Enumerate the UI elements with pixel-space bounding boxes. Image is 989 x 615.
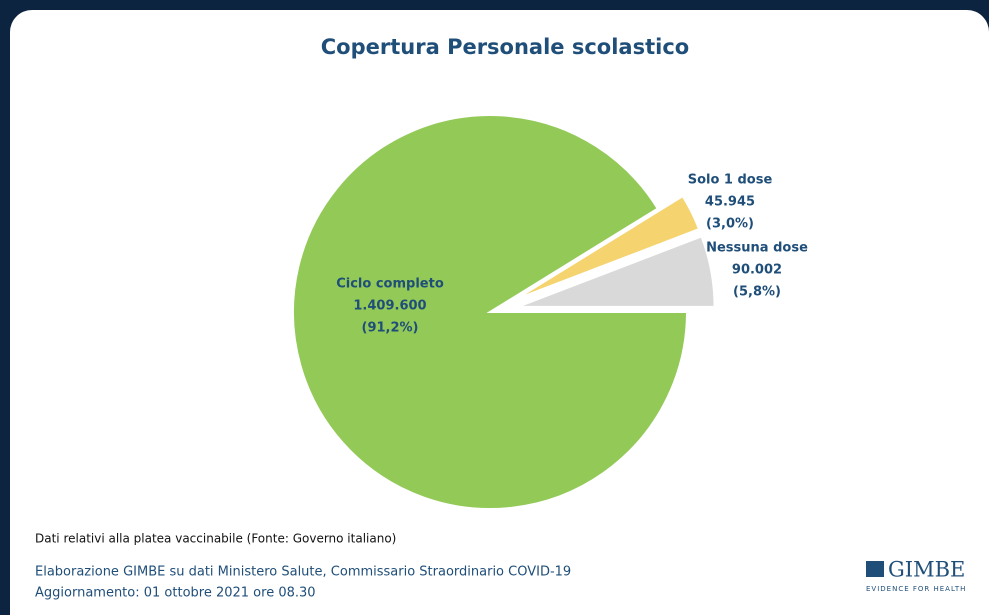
slice-percent: (91,2%) [362,321,419,336]
slice-value: 45.945 [705,195,755,210]
update: Aggiornamento: 01 ottobre 2021 ore 08.30 [35,586,316,601]
slice-name: Nessuna dose [706,241,808,256]
slice-name: Solo 1 dose [688,173,773,188]
slice-value: 1.409.600 [353,299,426,314]
slice-name: Ciclo completo [336,277,444,292]
slice-value: 90.002 [732,263,782,278]
logo-name: GIMBE [888,558,965,582]
pie-slice [514,194,701,301]
pie-slice [517,235,716,308]
chart-title: Copertura Personale scolastico [321,35,689,59]
logo-icon [866,561,884,577]
note: Dati relativi alla platea vaccinabile (F… [35,532,396,546]
pie-slice [292,114,689,510]
slice-percent: (5,8%) [733,285,781,300]
slice-percent: (3,0%) [706,217,754,232]
source: Elaborazione GIMBE su dati Ministero Sal… [35,565,571,580]
logo-tagline: EVIDENCE FOR HEALTH [866,585,966,593]
